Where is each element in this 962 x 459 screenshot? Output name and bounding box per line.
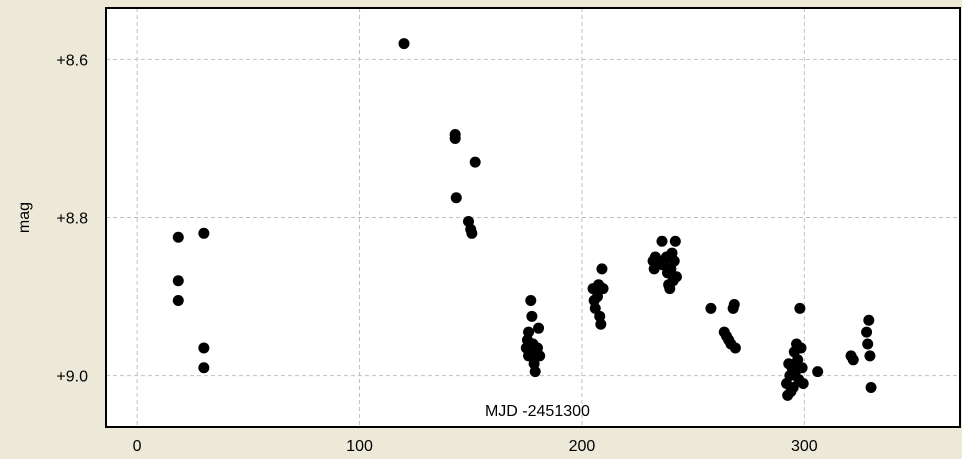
- data-point: [172, 295, 184, 307]
- data-point: [596, 263, 608, 275]
- data-point: [670, 271, 682, 283]
- data-point: [526, 310, 538, 322]
- data-point: [529, 366, 541, 378]
- data-point: [796, 362, 808, 374]
- data-point: [172, 231, 184, 243]
- data-point: [669, 235, 681, 247]
- plot-frame: [105, 7, 961, 428]
- data-point: [597, 283, 609, 295]
- data-points: [172, 38, 877, 401]
- data-point: [198, 362, 210, 374]
- data-point: [668, 255, 680, 267]
- data-point: [863, 314, 875, 326]
- data-point: [450, 192, 462, 204]
- data-point: [865, 381, 877, 393]
- data-point: [656, 235, 668, 247]
- y-tick-label: +8.6: [56, 52, 88, 69]
- data-point: [198, 227, 210, 239]
- data-point: [728, 298, 740, 310]
- data-point: [648, 263, 660, 275]
- data-point: [787, 381, 799, 393]
- data-point: [398, 38, 410, 50]
- x-axis-ticks: 0 100 200 300: [133, 438, 818, 455]
- x-tick-label: 200: [569, 438, 596, 455]
- data-point: [797, 378, 809, 390]
- data-point: [729, 342, 741, 354]
- data-point: [534, 350, 546, 362]
- data-point: [591, 291, 603, 303]
- x-axis-title: MJD -2451300: [485, 403, 590, 420]
- data-point: [847, 354, 859, 366]
- data-point: [198, 342, 210, 354]
- data-point: [862, 338, 874, 350]
- data-point: [864, 350, 876, 362]
- data-point: [172, 275, 184, 287]
- data-point: [523, 326, 535, 338]
- y-axis-ticks: +8.6 +8.8 +9.0: [56, 52, 88, 385]
- y-tick-label: +9.0: [56, 369, 88, 386]
- data-point: [705, 302, 717, 314]
- data-point: [795, 342, 807, 354]
- data-point: [533, 322, 545, 334]
- x-tick-label: 100: [346, 438, 373, 455]
- x-tick-label: 0: [133, 438, 142, 455]
- data-point: [449, 132, 461, 144]
- data-point: [525, 295, 537, 307]
- data-point: [812, 366, 824, 378]
- y-axis-title: mag: [16, 202, 33, 233]
- data-point: [794, 302, 806, 314]
- y-tick-label: +8.8: [56, 211, 88, 228]
- data-point: [861, 326, 873, 338]
- data-point: [466, 227, 478, 239]
- x-tick-label: 300: [791, 438, 818, 455]
- data-point: [469, 156, 481, 168]
- data-point: [595, 318, 607, 330]
